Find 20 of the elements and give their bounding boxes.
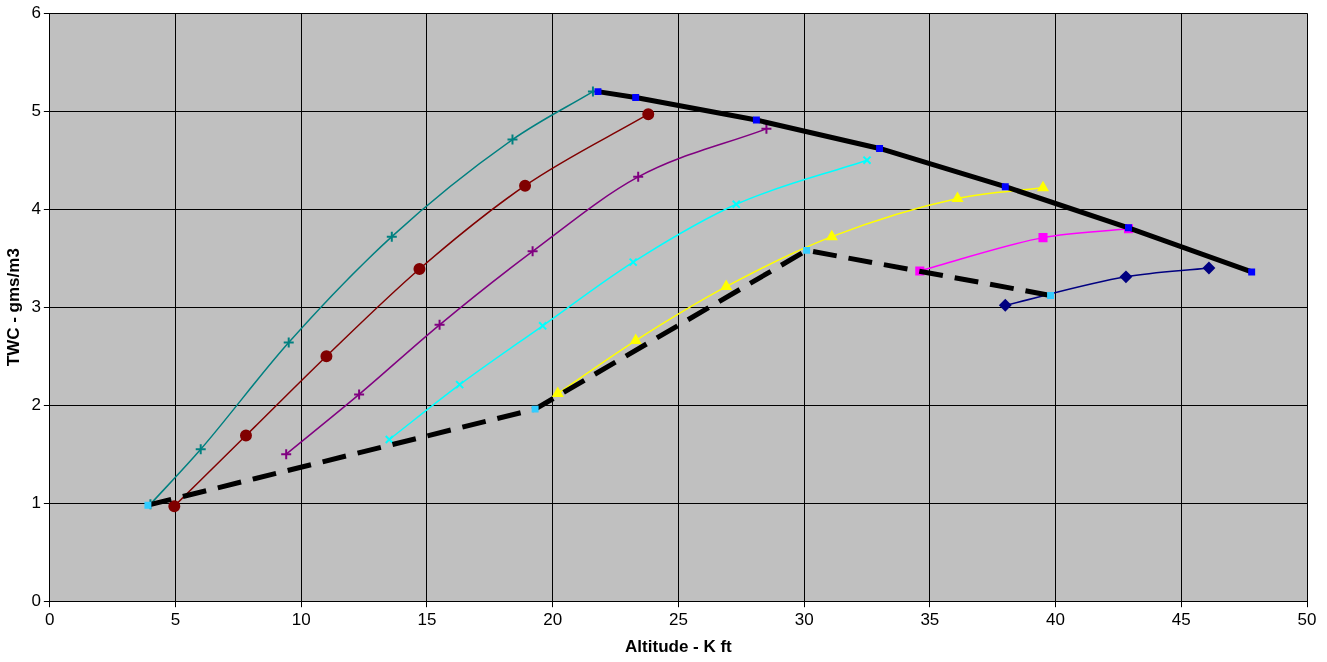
x-tick-label: 40 [1046, 610, 1066, 630]
y-tick-label: 5 [31, 100, 41, 120]
x-axis-title: Altitude - K ft [625, 637, 733, 657]
x-tick-label: 5 [170, 610, 181, 630]
y-tick-label: 4 [31, 198, 41, 218]
y-tick-label: 1 [31, 492, 41, 512]
y-tick-label: 3 [31, 296, 41, 316]
y-tick-label: 2 [31, 394, 41, 414]
y-tick-label: 0 [31, 590, 41, 610]
x-tick-label: 0 [45, 610, 55, 630]
x-tick-label: 20 [543, 610, 563, 630]
x-tick-label: 45 [1171, 610, 1191, 630]
y-axis-title: TWC - gms/m3 [3, 248, 23, 367]
x-tick-label: 10 [291, 610, 311, 630]
x-tick-label: 50 [1297, 610, 1317, 630]
x-tick-label: 25 [668, 610, 688, 630]
x-tick-label: 30 [794, 610, 814, 630]
y-tick-label: 6 [31, 2, 41, 22]
x-tick-label: 35 [920, 610, 940, 630]
x-tick-label: 15 [417, 610, 437, 630]
